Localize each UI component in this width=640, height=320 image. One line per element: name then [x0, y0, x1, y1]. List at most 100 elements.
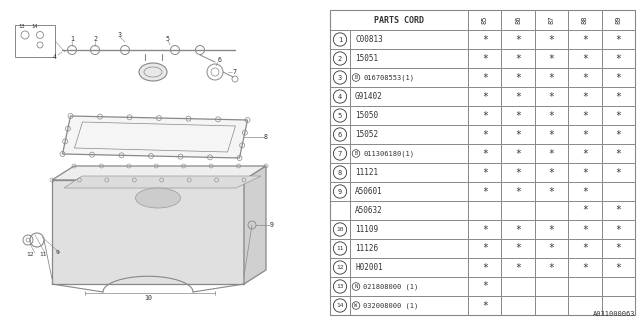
Bar [501, 68, 535, 87]
Bar [501, 201, 535, 220]
Text: 15052: 15052 [355, 130, 378, 139]
Bar [602, 125, 635, 144]
Text: 5: 5 [166, 36, 170, 42]
Text: *: * [515, 73, 521, 83]
Text: 85: 85 [482, 16, 488, 24]
Text: *: * [616, 35, 621, 44]
Bar [568, 182, 602, 201]
Bar [501, 125, 535, 144]
Bar [350, 201, 468, 220]
Bar [468, 10, 501, 30]
Bar [350, 30, 468, 49]
Text: *: * [548, 148, 554, 158]
Ellipse shape [139, 63, 167, 81]
Text: *: * [616, 110, 621, 121]
Bar [501, 277, 535, 296]
Bar [330, 144, 350, 163]
Text: *: * [548, 262, 554, 273]
Bar [535, 182, 568, 201]
Bar [330, 277, 350, 296]
Text: 016708553(1): 016708553(1) [363, 74, 414, 81]
Bar [535, 30, 568, 49]
Text: 6: 6 [218, 57, 222, 63]
Text: *: * [582, 262, 588, 273]
Bar [468, 182, 501, 201]
Text: A50632: A50632 [355, 206, 383, 215]
Bar [568, 125, 602, 144]
Text: *: * [482, 53, 488, 63]
Text: 10: 10 [144, 295, 152, 301]
Text: *: * [582, 225, 588, 235]
Text: C00813: C00813 [355, 35, 383, 44]
Bar [535, 125, 568, 144]
Text: 011306180(1): 011306180(1) [363, 150, 414, 157]
Text: *: * [616, 130, 621, 140]
Text: *: * [515, 167, 521, 178]
Bar [350, 277, 468, 296]
Bar [501, 30, 535, 49]
Bar [468, 163, 501, 182]
Bar [501, 163, 535, 182]
Text: *: * [548, 110, 554, 121]
Text: 9: 9 [56, 251, 60, 255]
Bar [468, 30, 501, 49]
Bar [602, 239, 635, 258]
Text: *: * [582, 73, 588, 83]
Bar [350, 106, 468, 125]
Bar [330, 239, 350, 258]
Bar [568, 201, 602, 220]
Text: *: * [482, 167, 488, 178]
Text: 7: 7 [338, 150, 342, 156]
Text: *: * [582, 148, 588, 158]
Bar [535, 87, 568, 106]
Bar [330, 10, 468, 30]
Bar [330, 220, 350, 239]
Bar [568, 10, 602, 30]
Text: N: N [355, 284, 358, 289]
Text: 8: 8 [338, 170, 342, 175]
Bar [330, 201, 350, 220]
Text: *: * [482, 187, 488, 196]
Bar [468, 296, 501, 315]
Text: *: * [515, 225, 521, 235]
Bar [330, 106, 350, 125]
Bar [535, 277, 568, 296]
Text: *: * [548, 35, 554, 44]
Bar [468, 201, 501, 220]
Text: *: * [482, 92, 488, 101]
Text: *: * [582, 92, 588, 101]
Text: *: * [515, 130, 521, 140]
Text: 12: 12 [26, 252, 34, 258]
Text: *: * [482, 262, 488, 273]
Bar [501, 220, 535, 239]
Bar [535, 144, 568, 163]
Text: 13: 13 [336, 284, 344, 289]
Text: *: * [616, 167, 621, 178]
Bar [330, 49, 350, 68]
Text: 14: 14 [336, 303, 344, 308]
Text: 11: 11 [39, 252, 47, 258]
Text: 89: 89 [615, 16, 621, 24]
Bar [350, 49, 468, 68]
Text: 3: 3 [338, 75, 342, 81]
Bar [330, 125, 350, 144]
Text: *: * [616, 205, 621, 215]
Bar [535, 220, 568, 239]
Text: *: * [582, 167, 588, 178]
Text: *: * [548, 167, 554, 178]
Bar [350, 87, 468, 106]
Text: B: B [355, 151, 358, 156]
Bar [602, 144, 635, 163]
Bar [330, 30, 350, 49]
Text: 8: 8 [264, 134, 268, 140]
Polygon shape [64, 176, 261, 188]
Polygon shape [52, 166, 266, 180]
Bar [350, 258, 468, 277]
Bar [568, 49, 602, 68]
Polygon shape [52, 180, 244, 284]
Text: *: * [482, 225, 488, 235]
Text: *: * [582, 35, 588, 44]
Bar [330, 182, 350, 201]
Bar [568, 68, 602, 87]
Text: 11126: 11126 [355, 244, 378, 253]
